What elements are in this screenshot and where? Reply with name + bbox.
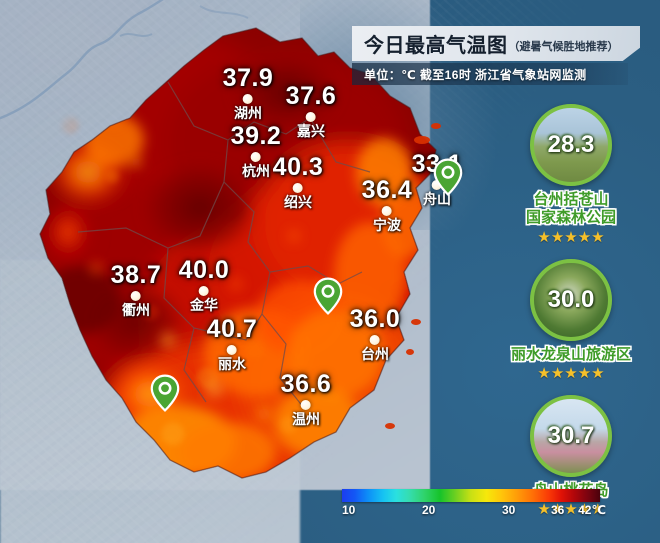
pin-lishui-longquanshan-icon[interactable] (313, 277, 343, 315)
city-name-label: 丽水 (217, 356, 246, 372)
city-station-dot (305, 112, 316, 122)
legend-tick: 10 (342, 503, 356, 517)
city-name-label: 绍兴 (283, 194, 312, 210)
scenic-spot-card-list: 28.3 台州括苍山 国家森林公园 ★★★★★ 30.0 丽水龙泉山旅游区 ★★★★★ 30.… (496, 104, 646, 531)
city-temperature-value: 38.7 (110, 261, 162, 289)
city-temperature-label: 38.7 衢州 (111, 263, 162, 318)
scenic-spot-rating-stars: ★★★★★ (537, 228, 605, 246)
scenic-spot-card[interactable]: 28.3 台州括苍山 国家森林公园 ★★★★★ (496, 104, 646, 245)
city-station-dot (300, 400, 311, 410)
city-name-label: 宁波 (372, 217, 401, 233)
scenic-spot-name-line1: 丽水龙泉山旅游区 (510, 345, 631, 363)
city-temperature-value: 40.0 (178, 256, 230, 284)
scenic-spot-name-line2: 国家森林公园 (525, 209, 616, 227)
city-temperature-label: 40.3 绍兴 (273, 155, 324, 210)
scenic-spot-photo: 30.7 (530, 394, 612, 477)
map-meta-text: 单位：℃ 截至16时 浙江省气象站网监测 (364, 67, 587, 82)
city-station-dot (250, 152, 261, 162)
city-name-label: 舟山 (422, 191, 451, 207)
city-temperature-label: 36.4 宁波 (362, 178, 413, 233)
scenic-spot-temperature: 30.7 (547, 421, 595, 449)
page-title: 今日最高气温图 (364, 35, 508, 57)
city-station-dot (198, 286, 209, 296)
scenic-spot-photo: 28.3 (530, 104, 612, 186)
scenic-spot-temperature: 28.3 (547, 131, 595, 158)
scenic-spot-card[interactable]: 30.7舟山桃花岛★★★★★ (496, 394, 646, 519)
scenic-spot-name: 丽水龙泉山旅游区 (496, 346, 646, 364)
city-name-label: 嘉兴 (296, 123, 325, 139)
city-temperature-label: 37.6 嘉兴 (286, 84, 337, 139)
city-name-label: 温州 (291, 411, 320, 427)
city-temperature-label: 36.6 温州 (281, 372, 332, 427)
city-temperature-value: 36.6 (280, 370, 332, 398)
city-name-label: 衢州 (121, 302, 150, 318)
legend-unit: ℃ (591, 503, 606, 517)
city-temperature-label: 40.0 金华 (179, 258, 230, 313)
city-temperature-value: 40.3 (272, 153, 324, 181)
legend-tick: 20 (421, 503, 436, 517)
scenic-spot-name: 台州括苍山 国家森林公园 (496, 191, 646, 228)
city-temperature-value: 36.0 (349, 305, 401, 333)
scenic-spot-temperature: 30.0 (547, 285, 595, 313)
city-station-dot (130, 291, 141, 301)
page-subtitle-paren: （避暑气候胜地推荐） (508, 41, 619, 53)
city-station-dot (431, 180, 442, 190)
legend-tick: 36 (550, 503, 565, 517)
city-station-dot (242, 94, 253, 104)
city-name-label: 杭州 (241, 163, 270, 179)
scenic-spot-rating-stars: ★★★★★ (537, 501, 606, 519)
city-name-label: 台州 (360, 346, 389, 362)
city-temperature-label: 36.0 台州 (350, 307, 401, 362)
city-temperature-label: 39.2 杭州 (231, 124, 282, 179)
city-temperature-label: 40.7 丽水 (207, 317, 258, 372)
map-subtitle-bar: 单位：℃ 截至16时 浙江省气象站网监测 (352, 63, 628, 85)
city-temperature-value: 36.4 (361, 176, 413, 204)
city-temperature-value: 37.6 (285, 82, 337, 110)
pin-zhoushan-taohuadao-icon[interactable] (150, 374, 180, 412)
map-title-bar: 今日最高气温图 （避暑气候胜地推荐） (352, 26, 640, 61)
city-temperature-value: 39.2 (230, 122, 282, 150)
scenic-spot-rating-stars: ★★★★★ (537, 364, 605, 382)
scenic-spot-name-line1: 台州括苍山 (533, 191, 609, 208)
city-temperature-label: 37.9 湖州 (223, 66, 274, 121)
legend-tick-labels: 10 20 30 36 42℃ (342, 503, 606, 519)
pin-taizhou-kuocangshan-icon[interactable] (433, 158, 463, 196)
temperature-legend: 10 20 30 36 42℃ (342, 489, 606, 519)
city-temperature-value: 37.9 (222, 64, 274, 92)
city-station-dot (292, 183, 303, 193)
city-name-label: 湖州 (233, 105, 262, 121)
city-temperature-value: 40.7 (206, 315, 258, 343)
city-station-dot (226, 345, 237, 355)
city-name-label: 金华 (189, 297, 218, 313)
city-station-dot (369, 335, 380, 345)
scenic-spot-card[interactable]: 30.0 丽水龙泉山旅游区 ★★★★★ (496, 258, 646, 382)
legend-tick: 30 (501, 503, 516, 517)
scenic-spot-photo: 30.0 (530, 258, 612, 341)
legend-tick: 42℃ (578, 503, 606, 517)
legend-color-bar (342, 489, 600, 502)
city-station-dot (381, 206, 392, 216)
